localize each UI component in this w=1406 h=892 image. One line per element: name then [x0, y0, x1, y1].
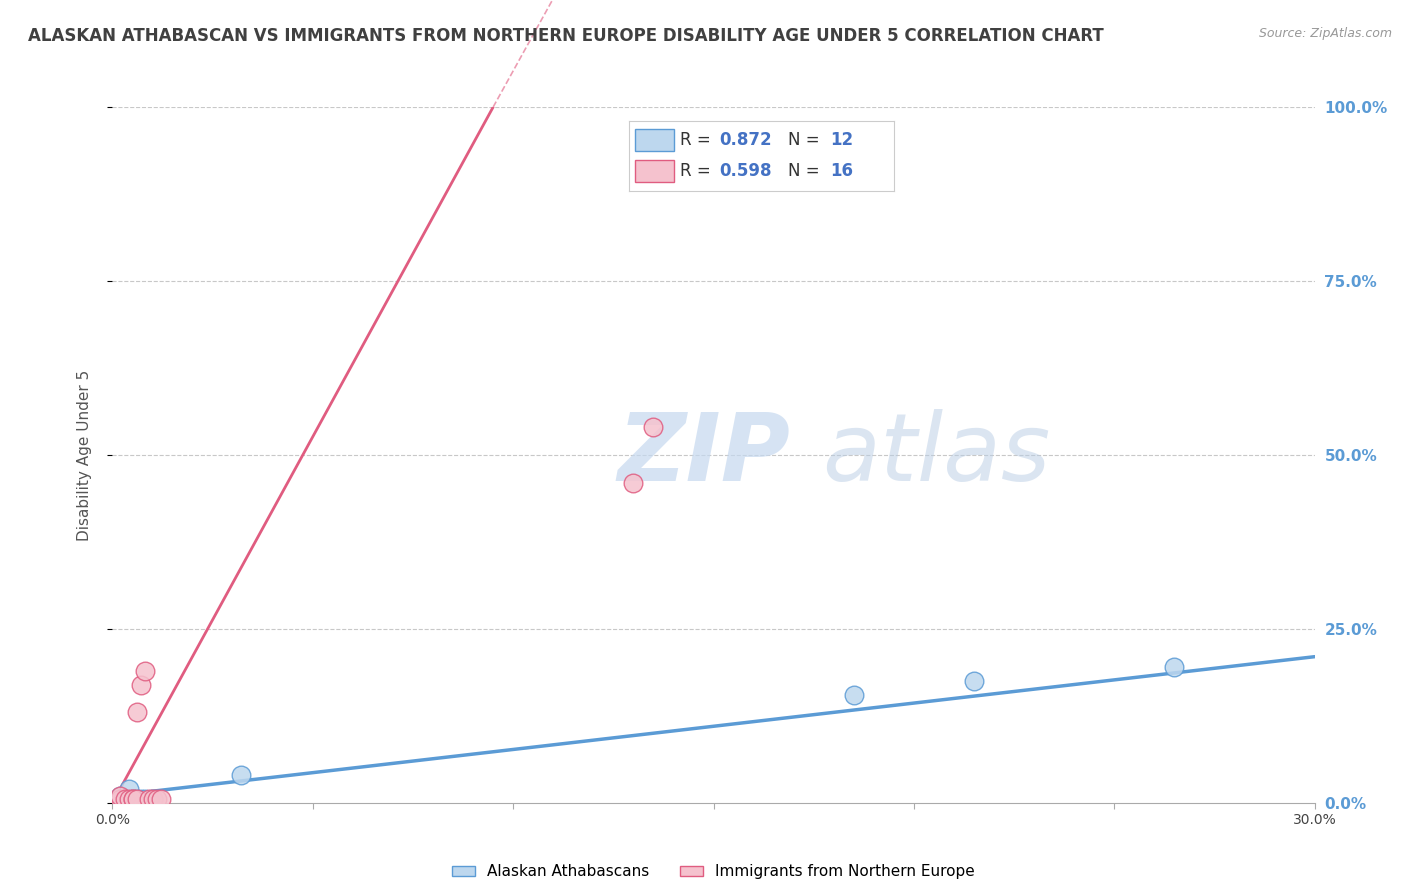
Point: [229, 768, 252, 782]
Point: [129, 677, 152, 691]
Point: [117, 792, 139, 806]
Point: [117, 781, 139, 796]
Point: [1163, 660, 1185, 674]
Text: 12: 12: [831, 131, 853, 149]
Point: [125, 792, 148, 806]
FancyBboxPatch shape: [634, 128, 675, 151]
Point: [145, 792, 167, 806]
Point: [134, 664, 156, 678]
Point: [114, 792, 136, 806]
Point: [963, 674, 986, 689]
Point: [141, 792, 163, 806]
Point: [149, 792, 172, 806]
Point: [125, 792, 148, 806]
Text: R =: R =: [679, 131, 716, 149]
Point: [125, 706, 148, 720]
Point: [110, 789, 132, 803]
Text: Source: ZipAtlas.com: Source: ZipAtlas.com: [1258, 27, 1392, 40]
Point: [114, 792, 136, 806]
Text: ZIP: ZIP: [617, 409, 790, 501]
Text: ALASKAN ATHABASCAN VS IMMIGRANTS FROM NORTHERN EUROPE DISABILITY AGE UNDER 5 COR: ALASKAN ATHABASCAN VS IMMIGRANTS FROM NO…: [28, 27, 1104, 45]
Point: [121, 792, 143, 806]
Point: [134, 792, 156, 806]
Point: [121, 792, 143, 806]
Text: 16: 16: [831, 162, 853, 180]
Point: [121, 792, 143, 806]
Point: [842, 688, 865, 702]
FancyBboxPatch shape: [634, 160, 675, 182]
Point: [110, 789, 132, 803]
Point: [643, 420, 665, 434]
Text: 0.598: 0.598: [720, 162, 772, 180]
Point: [141, 792, 163, 806]
Point: [621, 475, 644, 490]
Text: N =: N =: [789, 131, 825, 149]
Point: [138, 792, 160, 806]
Text: 0.872: 0.872: [720, 131, 772, 149]
Point: [110, 792, 132, 806]
Text: R =: R =: [679, 162, 716, 180]
Point: [129, 792, 152, 806]
Text: atlas: atlas: [821, 409, 1050, 500]
Legend: Alaskan Athabascans, Immigrants from Northern Europe: Alaskan Athabascans, Immigrants from Nor…: [446, 858, 981, 886]
Point: [117, 792, 139, 806]
Text: N =: N =: [789, 162, 825, 180]
Y-axis label: Disability Age Under 5: Disability Age Under 5: [77, 369, 91, 541]
